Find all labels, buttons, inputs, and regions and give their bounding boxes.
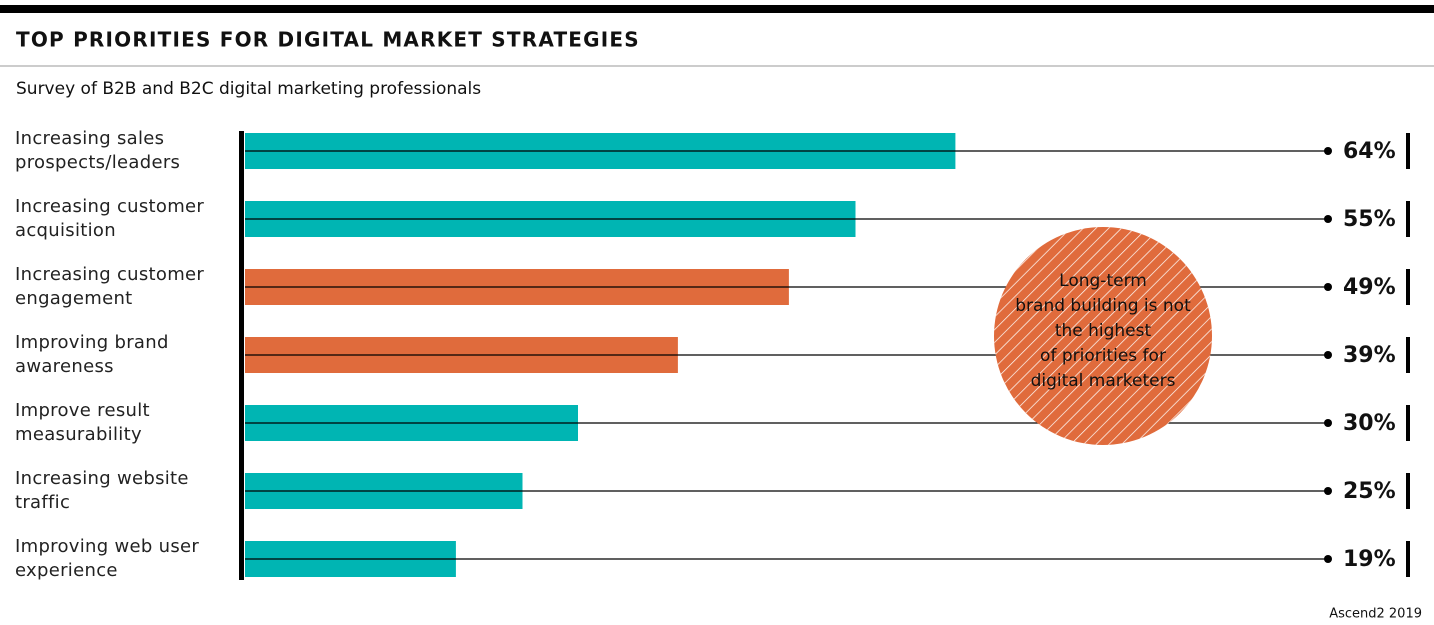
end-tick — [1406, 541, 1410, 577]
category-label: Increasing customer acquisition — [15, 196, 205, 241]
subtitle: Survey of B2B and B2C digital marketing … — [16, 79, 481, 99]
annotation-text: brand building is not — [1015, 296, 1191, 316]
value-label: 49% — [1343, 275, 1396, 300]
top-rule — [0, 5, 1434, 13]
leader-dot — [1324, 283, 1332, 291]
leader-dot — [1324, 419, 1332, 427]
category-label: Increasing customer engagement — [15, 264, 205, 309]
annotation-text: of priorities for — [1040, 346, 1166, 366]
annotation-text: the highest — [1055, 321, 1152, 341]
end-tick — [1406, 337, 1410, 373]
end-tick — [1406, 405, 1410, 441]
category-label: Increasing sales prospects/leaders — [15, 128, 181, 173]
end-tick — [1406, 269, 1410, 305]
category-label: Improving brand awareness — [15, 332, 169, 377]
leader-dot — [1324, 215, 1332, 223]
leader-dot — [1324, 555, 1332, 563]
leader-dot — [1324, 487, 1332, 495]
source: Ascend2 2019 — [1329, 607, 1422, 622]
end-tick — [1406, 133, 1410, 169]
value-label: 39% — [1343, 343, 1396, 368]
axis-line — [239, 131, 244, 580]
leader-dot — [1324, 351, 1332, 359]
category-label: Improving web user experience — [15, 536, 200, 581]
value-label: 19% — [1343, 547, 1396, 572]
category-label: Increasing website traffic — [15, 468, 189, 513]
value-label: 30% — [1343, 411, 1396, 436]
leader-dot — [1324, 147, 1332, 155]
value-label: 55% — [1343, 207, 1396, 232]
annotation-hatch — [994, 227, 1212, 445]
annotation-text: Long-term — [1059, 271, 1147, 291]
value-label: 64% — [1343, 139, 1396, 164]
chart-title: TOP PRIORITIES FOR DIGITAL MARKET STRATE… — [16, 28, 640, 52]
end-tick — [1406, 201, 1410, 237]
annotation-text: digital marketers — [1031, 371, 1176, 391]
value-label: 25% — [1343, 479, 1396, 504]
end-tick — [1406, 473, 1410, 509]
category-label: Improve result measurability — [15, 400, 150, 445]
